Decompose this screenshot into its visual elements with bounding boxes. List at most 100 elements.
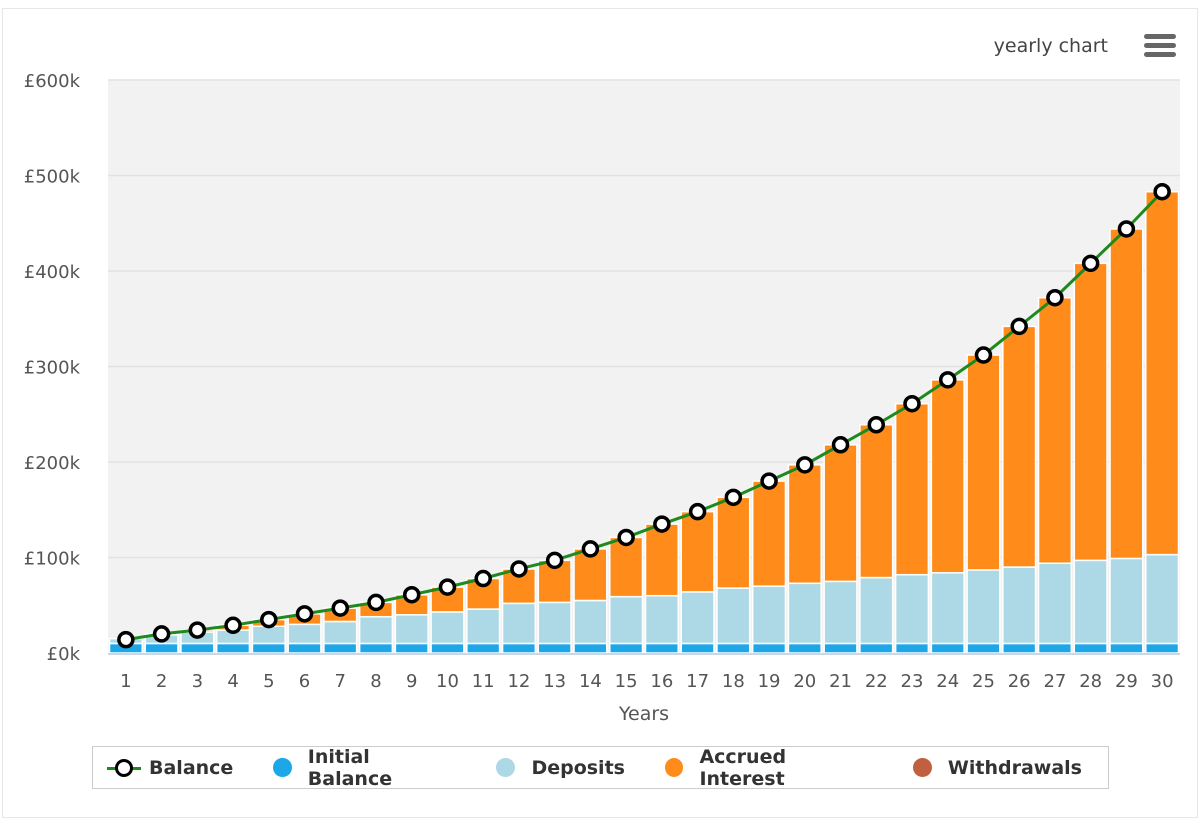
bar-deposits (644, 594, 679, 645)
balance-point (938, 371, 957, 389)
bar-accrued-interest (1002, 325, 1037, 568)
bar-deposits (1145, 553, 1180, 645)
x-tick-label: 9 (406, 671, 417, 692)
hamburger-menu-icon[interactable] (1144, 34, 1176, 60)
x-tick-label: 15 (615, 671, 638, 692)
legend-item-initial-balance[interactable]: Initial Balance (273, 746, 456, 790)
bar-initial-balance (644, 642, 679, 654)
bar-deposits (501, 602, 537, 645)
balance-point (474, 569, 492, 588)
bar-deposits (716, 587, 751, 645)
balance-point (438, 578, 457, 596)
bar-initial-balance (287, 642, 322, 654)
balance-point (224, 616, 242, 635)
x-tick-label: 20 (793, 671, 816, 692)
balance-point (117, 630, 135, 649)
balance-point (653, 515, 671, 533)
balance-point (1046, 288, 1064, 307)
bar-accrued-interest (1109, 228, 1144, 560)
bar-deposits (751, 585, 787, 645)
balance-point (974, 346, 993, 364)
x-tick-label: 13 (543, 671, 566, 692)
bar-initial-balance (430, 642, 465, 654)
legend-item-withdrawals[interactable]: Withdrawals (912, 757, 1082, 779)
x-tick-label: 10 (436, 671, 459, 692)
legend-item-accrued-interest[interactable]: Accrued Interest (664, 746, 873, 790)
balance-point (367, 593, 385, 612)
circle-icon (273, 758, 292, 777)
chart-legend: Balance Initial Balance Deposits Accrued… (92, 746, 1109, 790)
x-tick-label: 16 (650, 671, 673, 692)
bar-accrued-interest (1145, 190, 1180, 556)
balance-point (1117, 220, 1136, 238)
balance-point (1010, 317, 1028, 336)
bar-initial-balance (609, 642, 644, 654)
x-tick-label: 29 (1115, 671, 1138, 692)
x-tick-label: 11 (472, 671, 495, 692)
x-tick-label: 27 (1043, 671, 1066, 692)
balance-point (152, 625, 171, 643)
y-tick-label: £300k (24, 358, 81, 379)
legend-item-deposits[interactable]: Deposits (496, 757, 625, 779)
y-tick-label: £600k (24, 71, 81, 92)
x-tick-label: 24 (936, 671, 959, 692)
legend-label: Initial Balance (307, 745, 393, 790)
x-tick-label: 18 (722, 671, 745, 692)
bar-deposits (251, 625, 286, 645)
bar-initial-balance (1109, 642, 1144, 654)
balance-point (760, 472, 778, 490)
bar-initial-balance (394, 642, 429, 654)
balance-point (260, 610, 278, 629)
bar-initial-balance (894, 642, 930, 654)
x-tick-label: 21 (829, 671, 852, 692)
balance-line-marker-icon (107, 758, 141, 778)
balance-point (581, 540, 600, 558)
bar-initial-balance (787, 642, 822, 654)
bar-initial-balance (1073, 642, 1108, 654)
x-tick-label: 7 (335, 671, 346, 692)
bar-accrued-interest (1073, 262, 1108, 562)
x-tick-label: 2 (156, 671, 167, 692)
legend-item-balance[interactable]: Balance (107, 757, 233, 779)
balance-point (617, 528, 635, 547)
bar-deposits (680, 591, 715, 645)
x-tick-label: 14 (579, 671, 602, 692)
bar-accrued-interest (894, 402, 930, 576)
bar-accrued-interest (966, 354, 1001, 571)
x-tick-label: 6 (299, 671, 310, 692)
bar-deposits (1073, 559, 1108, 645)
bar-initial-balance (573, 642, 608, 654)
x-tick-label: 5 (263, 671, 274, 692)
bar-initial-balance (859, 642, 894, 654)
balance-point (331, 599, 350, 617)
bar-accrued-interest (751, 480, 787, 587)
bar-initial-balance (966, 642, 1001, 654)
bar-deposits (358, 615, 394, 645)
bar-initial-balance (1002, 642, 1037, 654)
bar-accrued-interest (930, 379, 965, 574)
bar-accrued-interest (716, 496, 751, 589)
bar-initial-balance (215, 642, 251, 654)
balance-point (510, 560, 528, 578)
balance-point (545, 551, 564, 570)
bar-deposits (1037, 562, 1073, 645)
y-tick-label: £500k (24, 167, 81, 188)
x-tick-label: 19 (758, 671, 781, 692)
bar-deposits (323, 620, 358, 645)
bar-initial-balance (930, 642, 965, 654)
bar-initial-balance (716, 642, 751, 654)
bar-initial-balance (537, 642, 572, 654)
bar-deposits (394, 614, 429, 645)
x-axis-title: Years (618, 703, 669, 725)
bar-deposits (287, 623, 322, 645)
balance-point (724, 488, 743, 507)
y-tick-label: £100k (24, 549, 81, 570)
x-tick-label: 28 (1079, 671, 1102, 692)
bar-deposits (894, 573, 930, 645)
balance-point (402, 585, 421, 604)
balance-point (295, 605, 314, 623)
x-tick-label: 4 (227, 671, 238, 692)
x-tick-label: 3 (192, 671, 203, 692)
bar-initial-balance (251, 642, 286, 654)
